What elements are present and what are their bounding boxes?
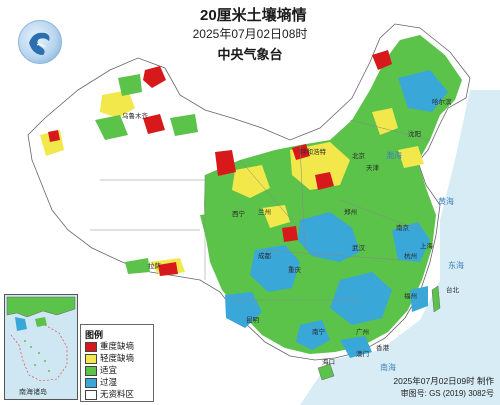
place-haikou: 海口 (322, 359, 335, 366)
map-datetime: 2025年07月02日08时 (192, 27, 308, 41)
place-chengdu: 成都 (258, 253, 271, 260)
region-dry-light-4 (100, 90, 135, 118)
legend-swatch-no-data (85, 390, 97, 400)
place-macau: 澳门 (356, 351, 369, 358)
region-dry-light-7 (398, 146, 424, 168)
place-shenyang: 沈阳 (408, 131, 421, 138)
region-wet-6 (225, 292, 262, 328)
inset-map (6, 296, 76, 382)
region-wet-7 (296, 320, 330, 350)
place-zhengzhou: 郑州 (344, 209, 357, 216)
footer-made: 2025年07月02日09时 制作 (393, 376, 494, 386)
region-wet-8 (340, 336, 372, 358)
legend-label: 轻度缺墒 (100, 353, 135, 363)
legend-swatch-light-dry (85, 354, 97, 364)
place-urumqi: 乌鲁木齐 (122, 113, 148, 120)
region-suitable-nw-2 (170, 114, 198, 136)
place-kunming: 昆明 (246, 317, 259, 324)
sea-yellow: 黄海 (438, 197, 454, 206)
cma-logo (18, 20, 62, 64)
place-hongkong: 香港 (376, 345, 389, 352)
inset-label: 南海诸岛 (19, 389, 47, 396)
region-wet-5 (398, 70, 448, 112)
region-dry-severe-7 (282, 226, 298, 242)
sea-east: 东海 (448, 261, 464, 270)
south-sea-inset: 南海诸岛 (4, 294, 78, 400)
place-hangzhou: 杭州 (404, 253, 417, 260)
place-shanghai: 上海 (420, 243, 433, 250)
region-suitable-nw-4 (200, 212, 230, 246)
region-dry-light-6 (262, 205, 290, 228)
sea-south: 南海 (380, 363, 396, 372)
legend-swatch-severe-dry (85, 342, 97, 352)
region-wet-1 (298, 212, 360, 262)
legend-label: 过湿 (100, 377, 118, 387)
region-wet-3 (330, 272, 392, 325)
place-lanzhou: 兰州 (258, 209, 271, 216)
legend-label: 适宜 (100, 365, 118, 375)
region-wet-4 (392, 222, 430, 262)
legend-swatch-suitable (85, 366, 97, 376)
map-title: 20厘米土壤墒情 (200, 7, 307, 24)
place-xining: 西宁 (232, 211, 245, 218)
agency-name: 中央气象台 (217, 47, 283, 62)
region-dry-severe-8 (158, 262, 178, 276)
place-guangzhou: 广州 (356, 329, 369, 336)
place-wuhan: 武汉 (352, 245, 365, 252)
region-dry-severe-3 (292, 144, 310, 160)
place-hohhot: 呼和浩特 (300, 149, 326, 156)
place-beijing: 北京 (352, 153, 365, 160)
place-tianjin: 天津 (366, 165, 379, 172)
sea-bohai: 渤海 (386, 151, 402, 160)
place-nanning: 南宁 (312, 329, 325, 336)
region-suitable-nw-3 (118, 74, 142, 96)
legend-title: 图例 (85, 330, 104, 340)
logo-icon (29, 32, 50, 55)
place-taipei: 台北 (446, 287, 459, 294)
region-dry-severe-6 (143, 114, 165, 134)
legend-swatch-wet (85, 378, 97, 388)
region-dry-severe-2 (372, 50, 392, 70)
region-dry-severe-9 (48, 130, 60, 142)
place-chongqing: 重庆 (288, 267, 301, 274)
place-lhasa: 拉萨 (148, 263, 161, 270)
region-wet-2 (250, 245, 300, 292)
region-dry-severe-4 (215, 150, 236, 176)
place-harbin: 哈尔滨 (432, 99, 452, 106)
east-sea-area (300, 90, 500, 405)
island-hainan (317, 363, 335, 381)
legend: 图例 重度缺墒 轻度缺墒 适宜 过湿 无资料区 (80, 324, 154, 402)
region-dry-severe-5 (315, 172, 334, 190)
region-dry-severe-1 (143, 66, 166, 88)
region-dry-light-2 (232, 165, 270, 198)
legend-label: 重度缺墒 (100, 341, 135, 351)
region-wet-9 (410, 286, 428, 312)
place-fuzhou: 福州 (404, 293, 417, 300)
footer-approval: 审图号: GS (2019) 3082号 (400, 389, 494, 398)
province-borders (90, 119, 431, 301)
place-nanjing: 南京 (396, 225, 409, 232)
region-suitable-nw-1 (95, 115, 128, 140)
region-dry-light-3 (372, 108, 398, 135)
legend-label: 无资料区 (100, 389, 135, 399)
title-block: 20厘米土壤墒情 2025年07月02日08时 中央气象台 (0, 0, 500, 80)
region-suitable-nw-5 (125, 258, 150, 274)
island-taiwan (431, 285, 441, 313)
